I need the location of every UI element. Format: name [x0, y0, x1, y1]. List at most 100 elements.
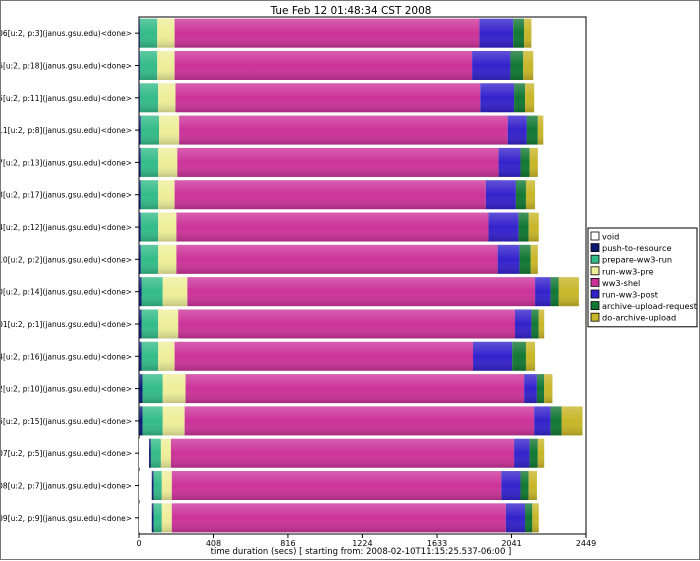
- bar-segment-shading: [142, 406, 163, 436]
- bar-segment-shading: [150, 438, 161, 468]
- bar-segment-shading: [139, 374, 143, 404]
- bar-segment-shading: [512, 341, 526, 371]
- category-labels-layer: e06[u:2, p:3](janus.gsu.edu)<done> p26[u:…: [1, 29, 139, 523]
- bar-segment-shading: [488, 212, 519, 242]
- bar-segment-shading: [550, 406, 562, 436]
- x-tick-label: 816: [280, 539, 295, 548]
- bar-segment-shading: [528, 471, 537, 501]
- bar-segment-shading: [529, 147, 538, 177]
- bar-segment-shading: [140, 147, 159, 177]
- legend-swatch-push-to-resource: [590, 243, 600, 253]
- bar-segment-shading: [534, 406, 551, 436]
- bar-segment-shading: [520, 147, 530, 177]
- category-label: p35[u:2, p:15](janus.gsu.edu)<done>: [1, 417, 132, 426]
- bar-segment-shading: [514, 83, 526, 113]
- bar-segment-shading: [141, 309, 159, 339]
- bars-layer: [139, 18, 583, 533]
- bar-segment-shading: [536, 374, 545, 404]
- bar-segment-shading: [171, 503, 506, 533]
- x-tick-label: 2041: [501, 539, 521, 548]
- bar-segment-shading: [519, 244, 531, 274]
- bar-segment-shading: [187, 277, 536, 307]
- bar-segment-shading: [139, 309, 142, 339]
- bar-segment-shading: [139, 277, 142, 307]
- x-tick-label: 0: [136, 539, 141, 548]
- x-tick-label: 408: [206, 539, 221, 548]
- legend-label-run-ww3-pre: run-ww3-pre: [602, 266, 654, 276]
- x-tick-label: 1224: [352, 539, 372, 548]
- legend-swatch-ww3-shel: [590, 277, 600, 287]
- bar-segment-shading: [525, 341, 536, 371]
- bar-segment-shading: [157, 18, 175, 48]
- bar-segment-shading: [479, 18, 514, 48]
- category-label: p26[u:2, p:18](janus.gsu.edu)<done>: [1, 61, 132, 70]
- bar-segment-shading: [538, 309, 545, 339]
- bar-segment-shading: [485, 180, 516, 210]
- bar-segment-shading: [515, 180, 526, 210]
- bar-segment-shading: [537, 115, 544, 145]
- bar-segment-shading: [537, 438, 545, 468]
- category-label: e10[u:2, p:2](janus.gsu.edu)<done>: [1, 255, 132, 264]
- bar-segment-shading: [153, 471, 162, 501]
- bar-segment-shading: [176, 212, 489, 242]
- category-label: p02[u:2, p:10](janus.gsu.edu)<done>: [1, 385, 132, 394]
- category-label: e01[u:2, p:1](janus.gsu.edu)<done>: [1, 320, 132, 329]
- bar-segment-void: [139, 471, 152, 501]
- category-label: e11[u:2, p:8](janus.gsu.edu)<done>: [1, 126, 132, 135]
- legend-swatch-void: [590, 231, 600, 241]
- bar-segment-shading: [140, 115, 160, 145]
- bar-segment-shading: [520, 471, 529, 501]
- bar-segment-shading: [139, 212, 141, 242]
- bar-segment-shading: [178, 309, 516, 339]
- legend-label-void: void: [602, 232, 619, 242]
- legend-box: [587, 227, 698, 328]
- bar-segment-shading: [525, 503, 533, 533]
- bar-segment-shading: [139, 18, 158, 48]
- bar-segment-shading: [153, 503, 162, 533]
- bar-segment-shading: [158, 83, 176, 113]
- legend-label-prepare-ww3-run: prepare-ww3-run: [602, 255, 672, 265]
- bar-segment-shading: [139, 180, 141, 210]
- bar-segment-shading: [514, 438, 530, 468]
- bar-segment-shading: [558, 277, 579, 307]
- bar-segment-shading: [162, 277, 188, 307]
- bar-segment-shading: [525, 83, 535, 113]
- bar-segment-shading: [179, 115, 508, 145]
- bar-segment-shading: [472, 50, 511, 80]
- bar-segment-shading: [526, 115, 538, 145]
- bar-segment-shading: [139, 244, 141, 274]
- bar-segment-shading: [139, 50, 140, 80]
- bar-segment-shading: [176, 244, 498, 274]
- bar-segment-shading: [535, 277, 551, 307]
- legend-swatch-archive-upload-request: [590, 301, 600, 311]
- category-label: e08[u:2, p:7](janus.gsu.edu)<done>: [1, 482, 132, 491]
- legend-label-archive-upload-request: archive-upload-request: [602, 301, 698, 311]
- bar-segment-shading: [170, 438, 515, 468]
- bar-segment-shading: [140, 244, 159, 274]
- bar-segment-shading: [162, 406, 185, 436]
- bar-segment-shading: [140, 212, 159, 242]
- bar-segment-shading: [161, 503, 172, 533]
- bar-segment-shading: [174, 341, 474, 371]
- bar-segment-shading: [531, 309, 539, 339]
- bar-segment-shading: [139, 147, 141, 177]
- bar-segment-shading: [157, 50, 175, 80]
- legend-label-ww3-shel: ww3-shel: [602, 278, 640, 288]
- bar-segment-shading: [141, 277, 163, 307]
- bar-segment-shading: [142, 374, 163, 404]
- bar-segment-shading: [158, 212, 177, 242]
- legend-swatch-prepare-ww3-run: [590, 254, 600, 264]
- bar-segment-shading: [139, 406, 143, 436]
- legend-label-push-to-resource: push-to-resource: [602, 243, 672, 253]
- category-label: p14[u:2, p:12](janus.gsu.edu)<done>: [1, 223, 132, 232]
- bar-segment-shading: [139, 83, 140, 113]
- legend-swatch-run-ww3-pre: [590, 266, 600, 276]
- category-label: p20[u:2, p:14](janus.gsu.edu)<done>: [1, 288, 132, 297]
- category-label: e09[u:2, p:9](janus.gsu.edu)<done>: [1, 514, 132, 523]
- bar-segment-shading: [158, 147, 178, 177]
- bar-segment-shading: [171, 471, 502, 501]
- legend-swatch-do-archive-upload: [590, 312, 600, 322]
- category-label: p38[u:2, p:17](janus.gsu.edu)<done>: [1, 191, 132, 200]
